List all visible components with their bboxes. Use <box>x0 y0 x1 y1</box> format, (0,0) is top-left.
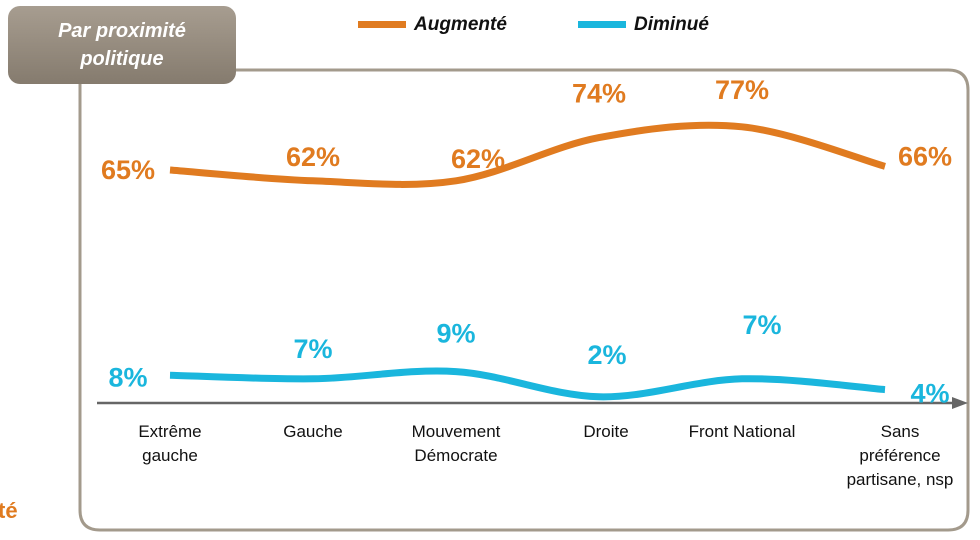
x-tick-label: Extrême gauche <box>138 422 201 465</box>
data-label: 4% <box>910 379 949 409</box>
x-tick-label: Sans préférence partisane, nsp <box>847 422 954 489</box>
data-label: 65% <box>101 155 155 185</box>
series-line <box>169 121 886 188</box>
legend-swatch <box>578 21 626 28</box>
data-label: 62% <box>451 144 505 174</box>
data-label: 62% <box>286 142 340 172</box>
data-label: 9% <box>436 319 475 349</box>
x-tick-label: Gauche <box>283 422 343 441</box>
data-label: 8% <box>108 362 147 392</box>
x-axis-arrow <box>952 397 968 409</box>
title-box <box>8 6 236 84</box>
data-label: 7% <box>742 310 781 340</box>
data-label: 2% <box>587 340 626 370</box>
legend-label: Diminué <box>634 14 709 35</box>
frame <box>78 68 970 532</box>
legend-swatch <box>358 21 406 28</box>
x-tick-label: Mouvement Démocrate <box>412 422 501 465</box>
chart-title: Par proximité politique <box>58 20 186 70</box>
x-tick-label: Droite <box>583 422 628 441</box>
x-tick-label: Front National <box>689 422 796 441</box>
data-label: 74% <box>572 79 626 109</box>
data-label: 7% <box>293 334 332 364</box>
data-label: 66% <box>898 142 952 172</box>
annotation: té <box>0 498 18 523</box>
series-line <box>169 367 886 401</box>
data-label: 77% <box>715 75 769 105</box>
legend-label: Augmenté <box>413 14 507 35</box>
